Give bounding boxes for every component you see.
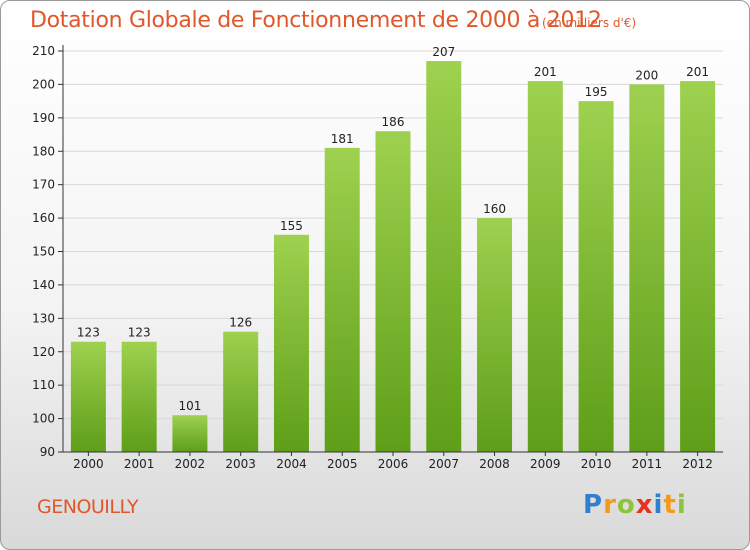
x-tick-label: 2011 bbox=[632, 457, 663, 471]
y-tick-label: 180 bbox=[32, 144, 55, 158]
place-name: GENOUILLY bbox=[37, 496, 139, 518]
y-tick-label: 90 bbox=[40, 445, 55, 459]
bar bbox=[273, 234, 309, 452]
bar bbox=[680, 81, 716, 452]
y-tick-label: 210 bbox=[32, 44, 55, 58]
value-label: 126 bbox=[229, 316, 252, 330]
x-tick-label: 2003 bbox=[225, 457, 256, 471]
value-label: 155 bbox=[280, 219, 303, 233]
value-label: 207 bbox=[432, 45, 455, 59]
y-tick-label: 160 bbox=[32, 211, 55, 225]
y-tick-label: 140 bbox=[32, 278, 55, 292]
x-tick-label: 2008 bbox=[479, 457, 510, 471]
value-label: 186 bbox=[382, 115, 405, 129]
x-tick-label: 2002 bbox=[175, 457, 206, 471]
value-label: 201 bbox=[686, 65, 709, 79]
x-tick-label: 2004 bbox=[276, 457, 307, 471]
y-tick-label: 130 bbox=[32, 311, 55, 325]
y-tick-label: 190 bbox=[32, 111, 55, 125]
bar bbox=[629, 84, 665, 453]
chart-unit: (en milliers d'€) bbox=[542, 16, 637, 30]
chart-title: Dotation Globale de Fonctionnement de 20… bbox=[30, 8, 602, 33]
y-tick-label: 200 bbox=[32, 77, 55, 91]
value-label: 101 bbox=[178, 399, 201, 413]
y-tick-label: 110 bbox=[32, 378, 55, 392]
bar bbox=[426, 61, 462, 453]
x-tick-label: 2006 bbox=[378, 457, 409, 471]
y-tick-label: 150 bbox=[32, 245, 55, 259]
bar bbox=[477, 218, 513, 452]
bar bbox=[527, 81, 563, 452]
bar bbox=[121, 341, 157, 452]
y-tick-label: 170 bbox=[32, 178, 55, 192]
bar bbox=[324, 147, 360, 453]
value-label: 123 bbox=[77, 326, 100, 340]
y-tick-label: 120 bbox=[32, 345, 55, 359]
x-tick-label: 2010 bbox=[581, 457, 612, 471]
proxiti-logo[interactable]: Proxiti bbox=[583, 490, 687, 520]
x-tick-label: 2005 bbox=[327, 457, 358, 471]
value-label: 200 bbox=[635, 68, 658, 82]
value-label: 160 bbox=[483, 202, 506, 216]
bar bbox=[578, 101, 614, 452]
value-label: 201 bbox=[534, 65, 557, 79]
x-tick-label: 2001 bbox=[124, 457, 155, 471]
bar bbox=[172, 415, 208, 452]
value-label: 123 bbox=[128, 326, 151, 340]
x-tick-label: 2007 bbox=[428, 457, 459, 471]
value-label: 195 bbox=[585, 85, 608, 99]
bar bbox=[223, 331, 259, 452]
y-tick-label: 100 bbox=[32, 412, 55, 426]
bar bbox=[70, 341, 106, 452]
value-label: 181 bbox=[331, 132, 354, 146]
x-tick-label: 2000 bbox=[73, 457, 104, 471]
bar bbox=[375, 131, 411, 452]
x-tick-label: 2009 bbox=[530, 457, 561, 471]
x-tick-label: 2012 bbox=[682, 457, 713, 471]
